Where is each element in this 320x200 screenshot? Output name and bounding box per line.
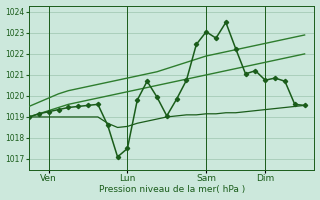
- X-axis label: Pression niveau de la mer( hPa ): Pression niveau de la mer( hPa ): [99, 185, 245, 194]
